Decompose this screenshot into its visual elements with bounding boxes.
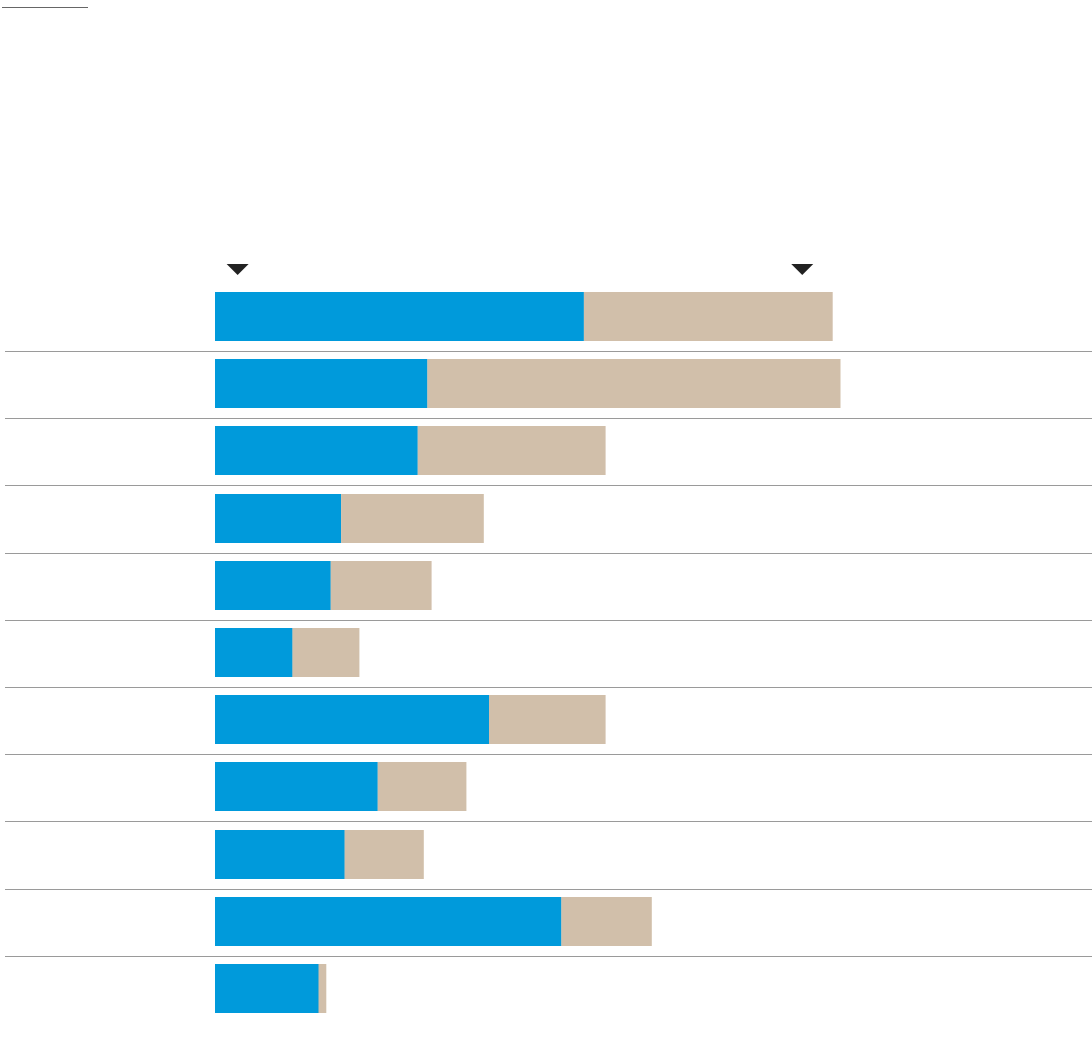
bar-segment-series2-row6 <box>292 628 360 677</box>
triangle-down-icon <box>791 264 814 275</box>
bar-segment-series1-row5 <box>215 561 331 610</box>
bar-segment-series1-row2 <box>215 359 428 408</box>
bar-segment-series1-row8 <box>215 762 378 811</box>
bar-segment-series1-row11 <box>215 964 319 1013</box>
bar-segment-series2-row7 <box>489 695 606 744</box>
bar-segment-series2-row1 <box>583 292 833 341</box>
bar-segment-series1-row3 <box>215 426 418 475</box>
bar-segment-series1-row1 <box>215 292 584 341</box>
bar-segment-series1-row6 <box>215 628 293 677</box>
top-rule <box>2 7 88 8</box>
triangle-down-icon <box>226 264 249 275</box>
bar-segment-series1-row7 <box>215 695 489 744</box>
bar-segment-series2-row8 <box>377 762 467 811</box>
bar-segment-series1-row9 <box>215 830 345 879</box>
bar-segment-series2-row3 <box>417 426 606 475</box>
bar-segment-series2-row4 <box>341 494 484 543</box>
bar-segment-series2-row2 <box>427 359 841 408</box>
bar-segment-series1-row4 <box>215 494 342 543</box>
bar-segment-series1-row10 <box>215 897 562 946</box>
bar-segment-series2-row5 <box>330 561 432 610</box>
row-separators <box>5 351 1092 957</box>
bar-segment-series2-row9 <box>344 830 424 879</box>
bar-segment-series2-row10 <box>561 897 652 946</box>
bar-group <box>215 292 841 1013</box>
marker-group <box>226 264 814 275</box>
bar-segment-series2-row11 <box>318 964 327 1013</box>
